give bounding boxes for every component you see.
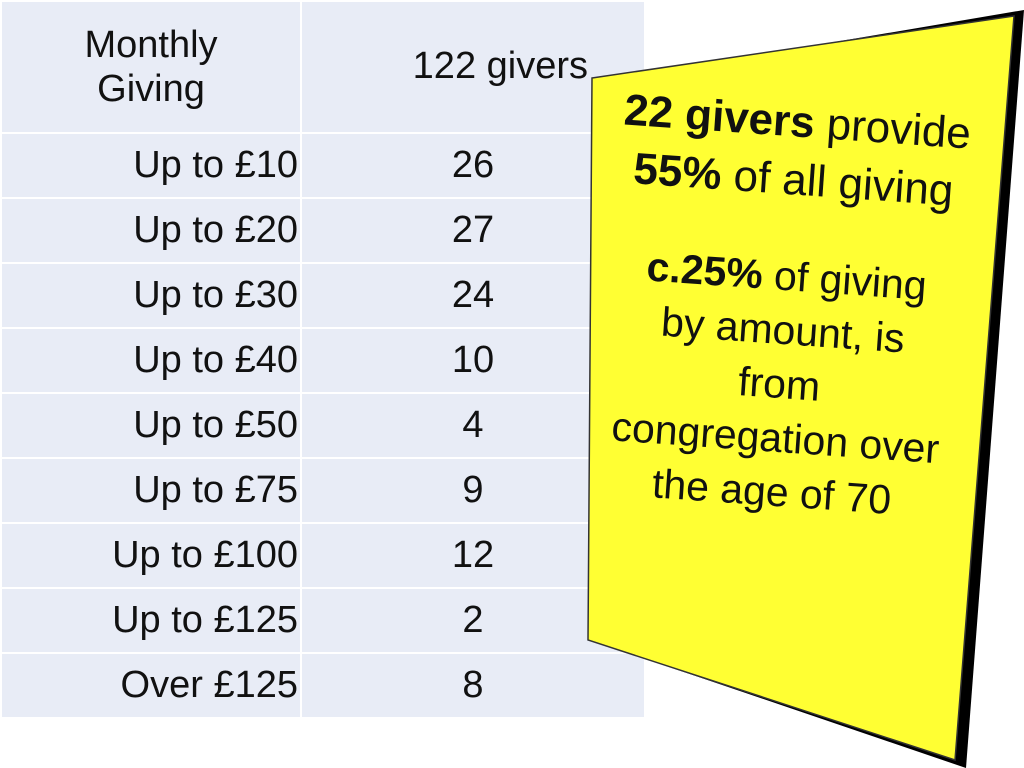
row-count: 24 [300,262,646,329]
callout-text: 55% [631,144,724,200]
table-body: Monthly Giving 122 givers Up to £10 26 Up … [0,0,646,719]
table-row: Up to £20 27 [0,197,646,264]
callout-text: c.25% [645,243,765,298]
table-row: Up to £10 26 [0,132,646,199]
table-row: Up to £50 4 [0,392,646,459]
table-row: Up to £75 9 [0,457,646,524]
callout-text: 22 givers [622,85,817,148]
row-label: Up to £125 [0,587,302,654]
row-count: 4 [300,392,646,459]
callout-text: provide [825,99,973,159]
header-cell: 122 givers [300,0,646,134]
callout-text: of all giving [732,151,956,216]
row-label: Up to £30 [0,262,302,329]
table-row: Over £125 8 [0,652,646,719]
table-row: Up to £125 2 [0,587,646,654]
row-count: 10 [300,327,646,394]
row-label: Up to £20 [0,197,302,264]
table-row: Up to £30 24 [0,262,646,329]
giving-table: Monthly Giving 122 givers Up to £10 26 Up … [0,0,646,719]
callout-paragraph: c.25% of giving by amount, is from congr… [575,236,983,533]
row-label: Up to £100 [0,522,302,589]
row-count: 26 [300,132,646,199]
callout: 22 givers provide 55% of all giving c.25… [575,80,994,532]
row-label: Up to £50 [0,392,302,459]
row-label: Up to £10 [0,132,302,199]
header-cell: Monthly Giving [0,0,302,134]
row-count: 27 [300,197,646,264]
table-row: Up to £40 10 [0,327,646,394]
row-label: Up to £40 [0,327,302,394]
row-label: Over £125 [0,652,302,719]
header-row: Monthly Giving 122 givers [0,0,646,134]
row-label: Up to £75 [0,457,302,524]
row-count: 8 [300,652,646,719]
callout-box [587,15,1015,762]
callout-text: of giving by amount, is from congregatio… [610,252,941,523]
